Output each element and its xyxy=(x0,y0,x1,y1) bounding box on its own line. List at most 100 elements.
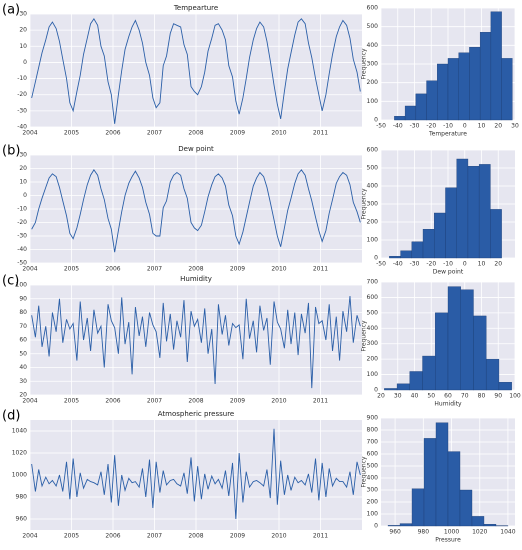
panel-label: (a) xyxy=(2,3,20,18)
x-tick-label: 2011 xyxy=(313,398,328,405)
y-tick-label: 200 xyxy=(367,79,379,86)
y-tick-label: 600 xyxy=(367,451,379,458)
y-tick-label: 20 xyxy=(19,392,27,399)
histogram-bar xyxy=(501,58,513,121)
y-tick-label: 100 xyxy=(367,98,379,105)
histogram-bar xyxy=(483,524,497,527)
x-tick-label: 20 xyxy=(494,261,502,268)
y-tick-label: 0 xyxy=(374,387,378,394)
x-axis-label: Humidity xyxy=(434,401,462,408)
x-tick-label: 10 xyxy=(478,261,486,268)
x-axis-label: Dew point xyxy=(433,269,464,276)
histogram-bar xyxy=(447,286,461,391)
panel-label: (d) xyxy=(2,409,20,424)
x-tick-label: -30 xyxy=(410,261,420,268)
y-tick-label: 300 xyxy=(367,201,379,208)
chart-title: Humidity xyxy=(180,275,212,283)
histogram-bar xyxy=(400,250,413,259)
y-tick-label: 400 xyxy=(367,42,379,49)
y-tick-label: 0 xyxy=(23,192,27,199)
histogram-bar xyxy=(389,256,401,259)
y-tick-label: -50 xyxy=(17,260,27,267)
x-tick-label: 2005 xyxy=(64,533,79,540)
y-tick-label: 200 xyxy=(367,219,379,226)
y-tick-label: 500 xyxy=(367,23,379,30)
x-tick-label: 980 xyxy=(418,529,430,536)
y-tick-label: 20 xyxy=(19,27,27,34)
y-tick-label: -10 xyxy=(17,206,27,213)
series-line xyxy=(31,17,361,124)
histogram-bar xyxy=(435,422,449,527)
x-tick-label: 2007 xyxy=(147,398,162,405)
y-tick-label: 800 xyxy=(367,427,379,434)
series-line xyxy=(31,169,361,253)
y-tick-label: -20 xyxy=(17,91,27,98)
series-line xyxy=(31,428,361,520)
x-tick-label: -10 xyxy=(443,123,453,130)
x-tick-label: 2008 xyxy=(188,533,203,540)
x-tick-label: 0 xyxy=(463,123,467,130)
x-tick-label: 2009 xyxy=(230,398,245,405)
y-axis-label: Frequency xyxy=(361,320,368,351)
x-tick-label: 960 xyxy=(389,529,401,536)
y-tick-label: -40 xyxy=(17,246,27,253)
histogram-bar xyxy=(447,451,461,527)
histogram-bar xyxy=(456,158,469,259)
histogram-bar xyxy=(437,63,449,121)
y-tick-label: 80 xyxy=(19,309,27,316)
x-tick-label: 30 xyxy=(511,123,519,130)
x-tick-label: -10 xyxy=(443,261,453,268)
y-tick-label: 30 xyxy=(19,152,27,159)
y-axis-label: Frequency xyxy=(361,456,368,487)
histogram-bar xyxy=(469,47,481,121)
x-tick-label: 2011 xyxy=(313,533,328,540)
y-tick-label: 1000 xyxy=(12,472,27,479)
x-tick-label: 2011 xyxy=(313,130,328,137)
histogram-bar xyxy=(423,438,437,527)
x-tick-label: 2007 xyxy=(147,533,162,540)
x-tick-label: 100 xyxy=(509,393,521,400)
y-tick-label: -10 xyxy=(17,75,27,82)
y-tick-label: -30 xyxy=(17,107,27,114)
histogram-bar xyxy=(498,382,512,391)
x-tick-label: 2008 xyxy=(188,130,203,137)
y-tick-label: 10 xyxy=(19,43,27,50)
y-tick-label: 300 xyxy=(367,340,379,347)
y-tick-label: 500 xyxy=(367,165,379,172)
panel-label: (c) xyxy=(2,274,19,289)
y-tick-label: 200 xyxy=(367,499,379,506)
y-tick-label: 400 xyxy=(367,475,379,482)
x-tick-label: -30 xyxy=(410,123,420,130)
histogram-bar xyxy=(396,383,411,391)
y-tick-label: 500 xyxy=(367,309,379,316)
x-tick-label: 2004 xyxy=(22,533,37,540)
y-tick-label: 300 xyxy=(367,61,379,68)
histogram-bar xyxy=(415,93,427,121)
y-tick-label: 1020 xyxy=(12,450,27,457)
y-tick-label: 700 xyxy=(367,439,379,446)
y-tick-label: 90 xyxy=(19,295,27,302)
x-tick-label: 2006 xyxy=(105,533,120,540)
histogram-bar xyxy=(485,358,500,391)
histogram-bar xyxy=(479,32,492,121)
x-tick-label: 2006 xyxy=(105,398,120,405)
y-tick-label: 100 xyxy=(16,282,28,289)
x-tick-label: -20 xyxy=(426,123,436,130)
panel-label: (b) xyxy=(2,144,20,159)
y-tick-label: 960 xyxy=(16,516,28,523)
x-tick-label: 1040 xyxy=(500,529,515,536)
x-tick-label: 20 xyxy=(494,123,502,130)
chart-title: Tempearture xyxy=(173,4,218,12)
x-tick-label: 70 xyxy=(461,393,469,400)
histogram-bar xyxy=(467,165,480,259)
histogram-bar xyxy=(473,315,487,391)
y-tick-label: 200 xyxy=(367,356,379,363)
histogram-bar xyxy=(404,105,417,121)
y-tick-label: 980 xyxy=(16,494,28,501)
histogram-bar xyxy=(434,212,446,259)
histogram-bar xyxy=(460,289,474,391)
x-tick-label: 2009 xyxy=(230,266,245,273)
histogram-bar xyxy=(384,388,398,391)
histogram-bar xyxy=(394,116,406,121)
